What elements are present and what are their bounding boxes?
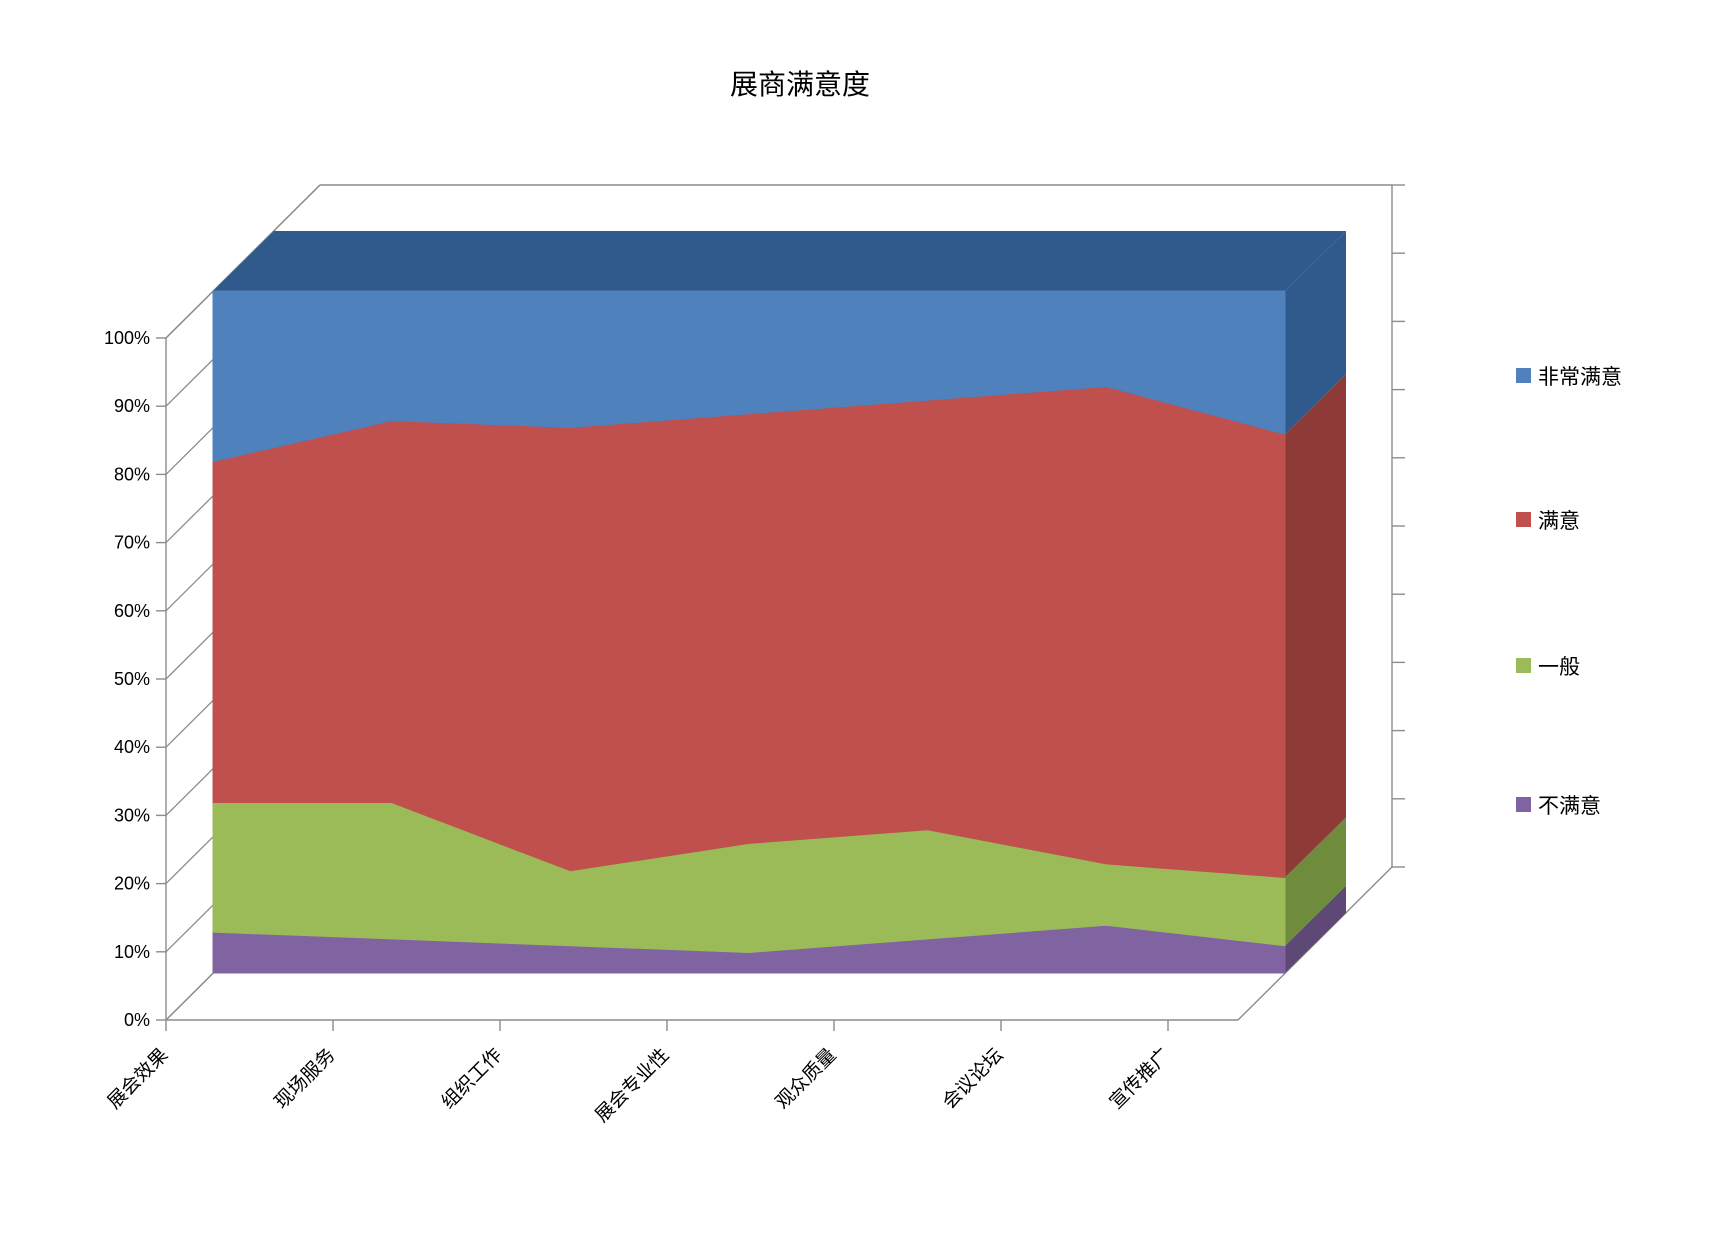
chart-title: 展商满意度 [730,69,870,100]
value-axis-label: 70% [114,533,150,553]
ribbon-top-face [213,231,1346,291]
value-axis-label: 50% [114,669,150,689]
legend-label-满意: 满意 [1538,510,1580,533]
value-axis-label: 100% [104,328,150,348]
category-label: 观众质量 [771,1044,840,1113]
value-axis-label: 30% [114,805,150,825]
ribbon-side-face-1 [1285,817,1346,946]
value-axis-label: 60% [114,601,150,621]
category-label: 现场服务 [270,1044,339,1113]
value-axis-label: 90% [114,396,150,416]
category-label: 展会专业性 [591,1044,674,1127]
legend-label-一般: 一般 [1538,656,1580,679]
series-area-非常满意 [212,290,1286,462]
floor-right-edge [1237,866,1393,1021]
category-label: 展会效果 [103,1044,172,1113]
category-label: 宣传推广 [1105,1044,1174,1113]
legend-label-非常满意: 非常满意 [1538,366,1622,389]
ribbon-side-face-0 [1285,885,1346,973]
data-ribbon [212,231,1346,974]
legend-swatch-满意 [1516,512,1531,527]
value-axis-label: 0% [124,1010,150,1030]
value-axis-label: 40% [114,737,150,757]
category-label: 会议论坛 [938,1044,1007,1113]
category-label: 组织工作 [437,1044,506,1113]
ribbon-side-face-3 [1285,231,1346,435]
ribbon-side-face-2 [1285,374,1346,878]
value-axis-label: 80% [114,464,150,484]
value-axis-label: 20% [114,874,150,894]
legend-swatch-不满意 [1516,797,1531,812]
legend-swatch-一般 [1516,658,1531,673]
legend-swatch-非常满意 [1516,368,1531,383]
value-axis-label: 10% [114,942,150,962]
legend-label-不满意: 不满意 [1538,795,1601,818]
